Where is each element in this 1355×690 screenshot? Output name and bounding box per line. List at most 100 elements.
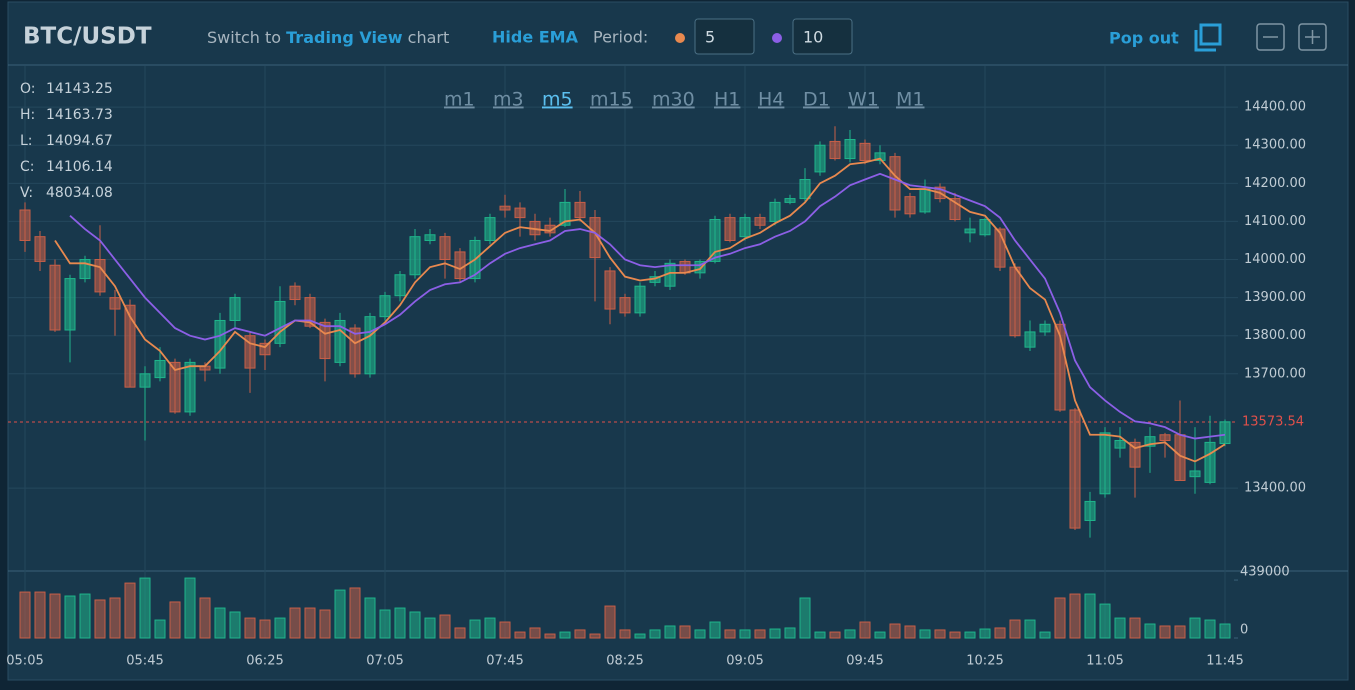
y-tick-label: 13900.00 <box>1244 290 1306 305</box>
candle-body <box>364 316 376 375</box>
switch-link[interactable]: Trading View <box>286 28 403 47</box>
volume-bar <box>1189 617 1201 639</box>
x-tick-label: 11:05 <box>1086 654 1123 669</box>
candle-body <box>634 285 646 314</box>
volume-bar <box>139 577 151 639</box>
period-input[interactable] <box>694 18 755 55</box>
candle-body <box>49 264 61 331</box>
volume-bar <box>619 629 631 639</box>
switch-chart[interactable]: Switch to Trading View chart <box>207 28 449 47</box>
volume-bar <box>634 633 646 639</box>
volume-bar <box>1129 617 1141 639</box>
candle-body <box>1129 441 1141 468</box>
volume-bar <box>694 629 706 639</box>
period-input[interactable] <box>792 18 853 55</box>
zoom-in[interactable] <box>1298 23 1327 51</box>
switch-suffix: chart <box>408 28 450 47</box>
ohlc-label: H: <box>20 107 35 123</box>
y-tick-label: 14200.00 <box>1244 176 1306 191</box>
candle-body <box>244 335 256 369</box>
y-tick-label: 14100.00 <box>1244 214 1306 229</box>
volume-bar <box>274 617 286 639</box>
y-tick-label: 13800.00 <box>1244 328 1306 343</box>
volume-bar <box>994 627 1006 639</box>
candle-body <box>274 300 286 344</box>
candle-body <box>154 359 166 379</box>
ohlc-label: L: <box>20 133 33 149</box>
candle-body <box>454 251 466 280</box>
hide-ema[interactable]: Hide EMA <box>492 28 579 47</box>
volume-bar <box>769 628 781 639</box>
candle-body <box>139 373 151 388</box>
volume-bar <box>529 627 541 639</box>
candle-body <box>979 219 991 236</box>
candle-body <box>769 201 781 222</box>
volume-bar <box>94 599 106 639</box>
x-tick-label: 09:45 <box>846 654 883 669</box>
candle-body <box>64 278 76 331</box>
ema-dot <box>675 33 685 43</box>
volume-bar <box>649 629 661 639</box>
candle-body <box>34 236 46 262</box>
candle-body <box>1114 439 1126 449</box>
timeframe[interactable]: m30 <box>652 89 695 111</box>
candle-body <box>94 259 106 293</box>
volume-bar <box>1114 617 1126 639</box>
candle-body <box>1204 441 1216 483</box>
volume-bar <box>859 621 871 639</box>
timeframe[interactable]: m1 <box>444 89 475 111</box>
symbol: BTC/USDT <box>23 24 152 50</box>
candle-body <box>919 188 931 213</box>
candle-body <box>379 295 391 318</box>
timeframe[interactable]: m3 <box>493 89 524 111</box>
period-label: Period: <box>593 28 648 47</box>
volume-bar <box>169 601 181 639</box>
candle-body <box>844 139 856 160</box>
candle-body <box>784 198 796 203</box>
volume-bar <box>679 625 691 639</box>
candle-body <box>304 297 316 327</box>
timeframe[interactable]: m5 <box>542 89 573 111</box>
volume-bar <box>154 619 166 639</box>
x-tick-label: 08:25 <box>606 654 643 669</box>
candle-body <box>859 142 871 161</box>
volume-bar <box>469 619 481 639</box>
candle-body <box>424 234 436 241</box>
timeframe[interactable]: M1 <box>896 89 924 111</box>
candle-body <box>214 319 226 369</box>
volume-bar <box>19 591 31 639</box>
ohlc-value: 14106.14 <box>46 159 113 175</box>
volume-bar <box>334 589 346 639</box>
volume-tick-label: 0 <box>1240 623 1248 638</box>
volume-bar <box>364 597 376 639</box>
volume-bar <box>874 631 886 639</box>
candle-body <box>184 361 196 413</box>
candle-body <box>169 361 181 413</box>
timeframe[interactable]: H4 <box>758 89 784 111</box>
candle-body <box>739 217 751 238</box>
timeframe[interactable]: D1 <box>803 89 830 111</box>
timeframe[interactable]: m15 <box>590 89 633 111</box>
pop-out-icon[interactable] <box>1194 23 1222 52</box>
volume-bar <box>289 607 301 639</box>
pop-out[interactable]: Pop out <box>1109 29 1179 48</box>
candle-body <box>79 259 91 280</box>
volume-bar <box>1009 619 1021 639</box>
candle-body <box>19 209 31 241</box>
zoom-out[interactable] <box>1256 23 1285 51</box>
candle-body <box>829 140 841 160</box>
candle-body <box>1159 434 1171 441</box>
candle-body <box>349 327 361 375</box>
volume-bar <box>814 631 826 639</box>
ema-dot <box>772 33 782 43</box>
volume-bar <box>499 621 511 639</box>
timeframe[interactable]: H1 <box>714 89 740 111</box>
volume-bar <box>304 607 316 639</box>
candle-body <box>1039 323 1051 333</box>
candle-body <box>904 196 916 215</box>
volume-bar <box>1084 593 1096 639</box>
volume-bar <box>574 629 586 639</box>
ohlc-label: O: <box>20 81 36 97</box>
timeframe[interactable]: W1 <box>848 89 879 111</box>
